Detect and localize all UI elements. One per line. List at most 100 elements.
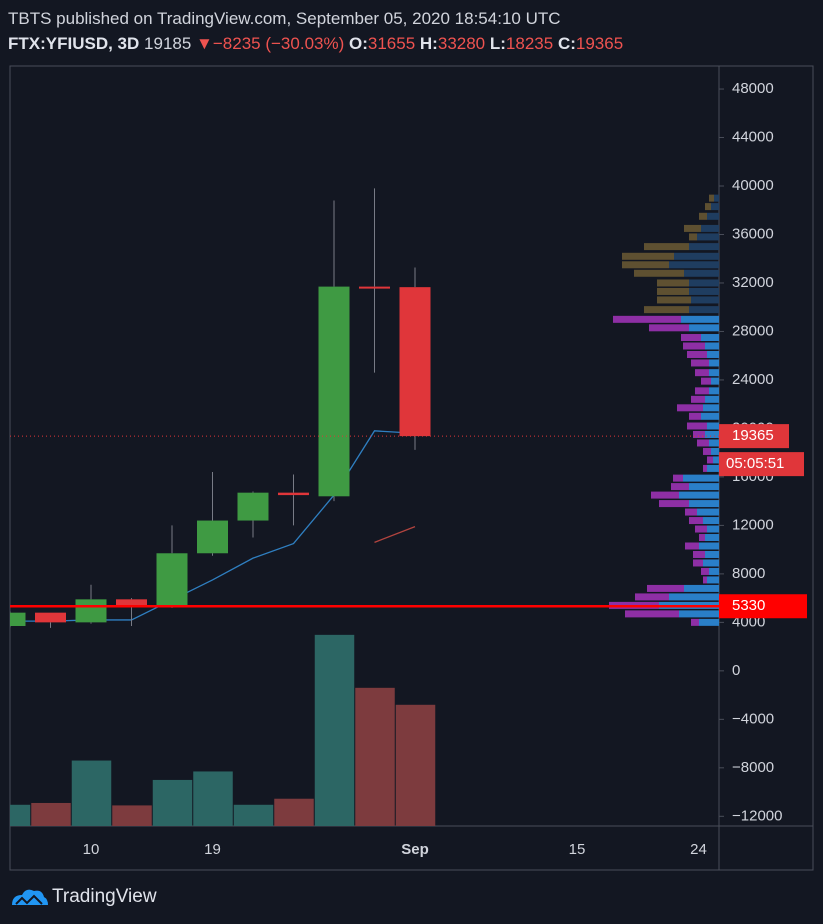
profile-up bbox=[709, 387, 719, 395]
profile-down bbox=[649, 324, 689, 332]
volume-bar bbox=[193, 771, 233, 826]
last-price-label: 19365 bbox=[732, 427, 774, 444]
c-label: C: bbox=[557, 34, 576, 53]
y-tick-label: 36000 bbox=[732, 225, 774, 242]
profile-down bbox=[651, 491, 679, 499]
profile-up bbox=[691, 296, 719, 304]
x-tick-label: Sep bbox=[401, 841, 429, 858]
profile-down bbox=[659, 500, 689, 508]
profile-down bbox=[689, 233, 697, 241]
profile-down bbox=[693, 430, 705, 438]
y-tick-label: 8000 bbox=[732, 565, 765, 582]
profile-up bbox=[711, 203, 719, 211]
candle-body bbox=[10, 612, 26, 626]
volume-bar bbox=[355, 687, 395, 826]
x-tick-label: 19 bbox=[204, 841, 221, 858]
x-tick-label: 10 bbox=[83, 841, 100, 858]
profile-up bbox=[679, 491, 719, 499]
profile-down bbox=[695, 369, 709, 377]
profile-up bbox=[707, 576, 719, 584]
x-tick-label: 24 bbox=[690, 841, 707, 858]
profile-down bbox=[685, 508, 697, 516]
profile-up bbox=[707, 464, 719, 472]
profile-down bbox=[695, 387, 709, 395]
profile-up bbox=[714, 194, 719, 202]
profile-up bbox=[701, 412, 719, 420]
profile-down bbox=[703, 447, 711, 455]
profile-down bbox=[701, 377, 711, 385]
y-tick-label: −12000 bbox=[732, 807, 782, 824]
profile-up bbox=[699, 542, 719, 550]
profile-down bbox=[644, 243, 689, 251]
profile-down bbox=[699, 212, 707, 220]
candle-body bbox=[278, 492, 309, 496]
profile-up bbox=[705, 395, 719, 403]
profile-up bbox=[689, 500, 719, 508]
h-label: H: bbox=[419, 34, 438, 53]
y-tick-label: 40000 bbox=[732, 177, 774, 194]
profile-up bbox=[709, 567, 719, 575]
profile-down bbox=[677, 404, 703, 412]
y-tick-label: 44000 bbox=[732, 128, 774, 145]
y-tick-label: −4000 bbox=[732, 710, 774, 727]
profile-down bbox=[687, 422, 707, 430]
last-price-box bbox=[719, 424, 789, 449]
profile-up bbox=[684, 269, 719, 277]
y-tick-label: 24000 bbox=[732, 371, 774, 388]
profile-up bbox=[701, 334, 719, 342]
profile-up bbox=[705, 430, 719, 438]
y-tick-label: 12000 bbox=[732, 516, 774, 533]
level-label: 5330 bbox=[732, 597, 765, 614]
profile-down bbox=[685, 542, 699, 550]
candle-body bbox=[318, 286, 350, 497]
profile-up bbox=[709, 439, 719, 447]
change: −8235 (−30.03%) bbox=[212, 34, 345, 53]
candle-body bbox=[197, 520, 228, 554]
profile-down bbox=[657, 296, 691, 304]
o-label: O: bbox=[349, 34, 368, 53]
volume-bar bbox=[314, 634, 355, 826]
profile-up bbox=[679, 610, 719, 618]
profile-up bbox=[689, 483, 719, 491]
brand: TradingView bbox=[52, 886, 157, 907]
profile-up bbox=[707, 422, 719, 430]
profile-up bbox=[703, 404, 719, 412]
volume-bar bbox=[112, 805, 152, 826]
profile-down bbox=[625, 610, 679, 618]
candle-body bbox=[35, 612, 66, 623]
volume-bar bbox=[71, 760, 112, 826]
profile-down bbox=[635, 593, 669, 601]
plot bbox=[10, 188, 719, 826]
red-line bbox=[374, 526, 416, 543]
o-value: 31655 bbox=[367, 34, 416, 53]
profile-up bbox=[669, 593, 719, 601]
chart-border bbox=[9, 65, 814, 871]
profile-up bbox=[689, 279, 719, 287]
profile-down bbox=[683, 342, 705, 350]
h-value: 33280 bbox=[437, 34, 486, 53]
profile-up bbox=[699, 618, 719, 626]
volume-bar bbox=[10, 804, 31, 826]
profile-up bbox=[689, 306, 719, 314]
profile-down bbox=[644, 306, 689, 314]
profile-up bbox=[713, 456, 719, 464]
symbol: FTX:YFIUSD, 3D bbox=[8, 34, 140, 53]
header: TBTS published on TradingView.com, Septe… bbox=[8, 6, 623, 56]
c-value: 19365 bbox=[575, 34, 624, 53]
profile-up bbox=[711, 377, 719, 385]
profile-down bbox=[691, 618, 699, 626]
symbol-line: FTX:YFIUSD, 3D 19185 ▼−8235 (−30.03%) O:… bbox=[8, 31, 623, 56]
y-tick-label: 48000 bbox=[732, 80, 774, 97]
profile-down bbox=[697, 439, 709, 447]
candle-body bbox=[116, 599, 147, 607]
profile-up bbox=[683, 474, 719, 482]
profile-down bbox=[671, 483, 689, 491]
arrow: ▼ bbox=[196, 34, 213, 53]
axes: −12000−8000−4000040008000120001600020000… bbox=[83, 80, 807, 858]
profile-up bbox=[701, 224, 719, 232]
profile-up bbox=[689, 243, 719, 251]
profile-up bbox=[705, 342, 719, 350]
profile-up bbox=[705, 550, 719, 558]
profile-up bbox=[689, 324, 719, 332]
